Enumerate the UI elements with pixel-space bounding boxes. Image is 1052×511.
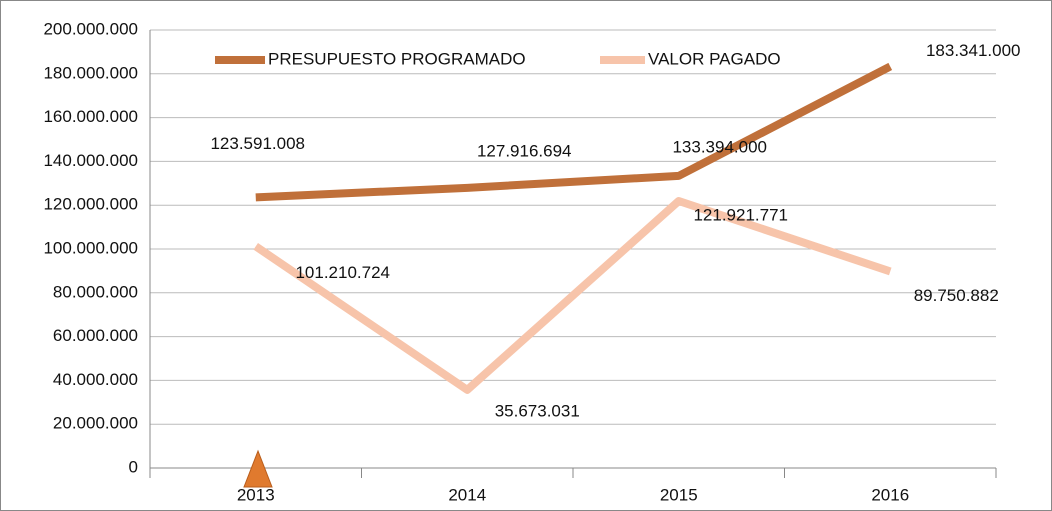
y-tick-label: 60.000.000 bbox=[53, 326, 138, 345]
y-tick-label: 120.000.000 bbox=[43, 195, 138, 214]
data-label: 35.673.031 bbox=[495, 401, 580, 420]
legend-label: VALOR PAGADO bbox=[648, 49, 781, 68]
data-label: 89.750.882 bbox=[914, 286, 999, 305]
y-tick-label: 0 bbox=[129, 457, 138, 476]
series-line bbox=[253, 196, 892, 394]
y-tick-label: 140.000.000 bbox=[43, 151, 138, 170]
y-tick-label: 200.000.000 bbox=[43, 19, 138, 38]
y-tick-label: 100.000.000 bbox=[43, 238, 138, 257]
y-tick-label: 80.000.000 bbox=[53, 282, 138, 301]
y-tick-label: 40.000.000 bbox=[53, 370, 138, 389]
series-line bbox=[255, 62, 893, 202]
x-tick-label: 2013 bbox=[237, 485, 275, 504]
data-label: 127.916.694 bbox=[477, 141, 572, 160]
y-tick-label: 20.000.000 bbox=[53, 414, 138, 433]
data-label: 121.921.771 bbox=[693, 205, 788, 224]
marker-icon bbox=[243, 449, 273, 488]
data-label: 183.341.000 bbox=[926, 41, 1021, 60]
y-tick-label: 160.000.000 bbox=[43, 107, 138, 126]
legend-label: PRESUPUESTO PROGRAMADO bbox=[268, 49, 526, 68]
data-label: 133.394.000 bbox=[672, 137, 767, 156]
data-label: 123.591.008 bbox=[210, 134, 305, 153]
x-tick-label: 2015 bbox=[660, 485, 698, 504]
y-tick-label: 180.000.000 bbox=[43, 63, 138, 82]
data-label: 101.210.724 bbox=[295, 263, 390, 282]
plot: 0 20.000.000 40.000.000 60.000.000 80.000.00… bbox=[43, 19, 1020, 504]
x-tick-label: 2014 bbox=[448, 485, 486, 504]
x-tick-label: 2016 bbox=[871, 485, 909, 504]
